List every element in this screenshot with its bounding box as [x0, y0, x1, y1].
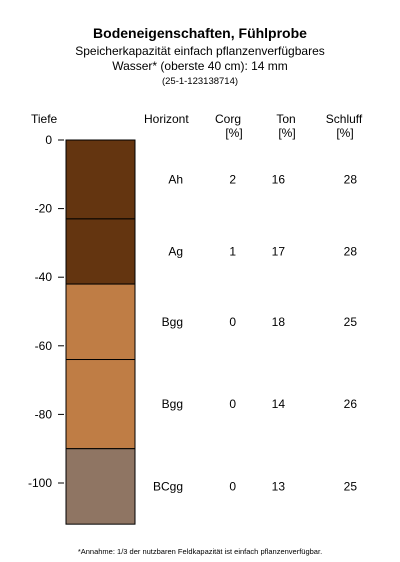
- corg-value: 0: [229, 315, 236, 329]
- corg-value: 1: [229, 244, 236, 258]
- soil-layer: [65, 283, 136, 361]
- corg-value: 0: [229, 479, 236, 493]
- horizon-label: Bgg: [162, 315, 183, 329]
- corg-value: 0: [229, 397, 236, 411]
- schluff-header: Schluff [%]: [322, 112, 366, 140]
- chart-title: Bodeneigenschaften, Fühlprobe: [93, 25, 307, 41]
- ton-header: Ton [%]: [268, 112, 304, 140]
- depth-header: Tiefe: [31, 112, 58, 126]
- ton-value: 17: [272, 244, 286, 258]
- soil-layer: [65, 139, 136, 220]
- schluff-value: 26: [344, 397, 358, 411]
- schluff-header-label: Schluff: [325, 112, 363, 126]
- ton-value: 14: [272, 397, 286, 411]
- horizon-header: Horizont: [144, 112, 189, 126]
- soil-layer: [65, 218, 136, 285]
- soil-layer: [65, 448, 136, 525]
- depth-tick-label: -60: [35, 339, 53, 353]
- depth-tick-label: -80: [35, 407, 53, 421]
- ton-header-unit: [%]: [278, 126, 296, 140]
- corg-header: Corg [%]: [210, 112, 246, 140]
- ton-value: 16: [272, 172, 286, 186]
- horizon-label: BCgg: [153, 479, 183, 493]
- footnote: *Annahme: 1/3 der nutzbaren Feldkapazitä…: [77, 547, 323, 556]
- depth-tick-label: 0: [45, 133, 52, 147]
- corg-header-unit: [%]: [225, 126, 243, 140]
- soil-layer: [65, 359, 136, 450]
- ton-value: 13: [272, 479, 286, 493]
- corg-header-label: Corg: [214, 112, 241, 126]
- sample-id: (25-1-123138714): [161, 76, 239, 87]
- depth-tick-label: -20: [35, 202, 53, 216]
- schluff-value: 28: [344, 172, 358, 186]
- schluff-value: 25: [344, 315, 358, 329]
- schluff-value: 28: [344, 244, 358, 258]
- ton-value: 18: [272, 315, 286, 329]
- horizon-label: Bgg: [162, 397, 183, 411]
- corg-value: 2: [229, 172, 236, 186]
- horizon-label: Ag: [168, 244, 183, 258]
- horizon-label: Ah: [168, 172, 183, 186]
- schluff-header-unit: [%]: [336, 126, 354, 140]
- subtitle-line1: Speicherkapazität einfach pflanzenverfüg…: [75, 44, 325, 58]
- depth-tick-label: -100: [28, 476, 52, 490]
- ton-header-label: Ton: [276, 112, 296, 126]
- schluff-value: 25: [344, 479, 358, 493]
- depth-tick-label: -40: [35, 270, 53, 284]
- subtitle-line2: Wasser* (oberste 40 cm): 14 mm: [112, 59, 288, 73]
